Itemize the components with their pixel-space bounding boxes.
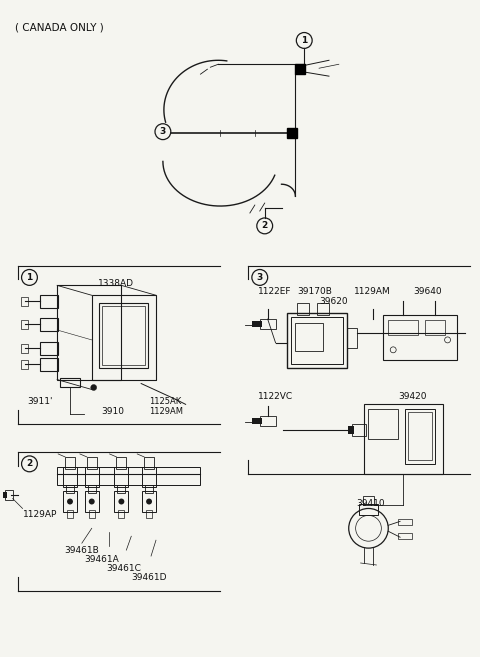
Bar — [425, 320, 444, 335]
Bar — [119, 510, 124, 518]
Bar — [369, 409, 398, 439]
Text: 39640: 39640 — [413, 287, 442, 296]
Bar — [252, 321, 262, 327]
Text: 1129AP: 1129AP — [23, 510, 57, 520]
Bar — [57, 285, 121, 380]
Text: 3910: 3910 — [102, 407, 125, 417]
Bar — [297, 304, 309, 315]
Circle shape — [146, 499, 152, 505]
Text: 39461A: 39461A — [84, 555, 119, 564]
Bar — [3, 491, 7, 497]
Bar — [317, 304, 329, 315]
Bar — [89, 510, 95, 518]
Text: 1122EF: 1122EF — [258, 287, 291, 296]
Bar — [21, 320, 28, 329]
Text: 39461D: 39461D — [131, 573, 167, 582]
Bar — [21, 360, 28, 369]
Bar — [384, 315, 457, 360]
Bar — [114, 467, 128, 487]
Bar — [85, 491, 99, 512]
Text: 2: 2 — [262, 221, 268, 231]
Bar — [21, 344, 28, 353]
Circle shape — [91, 384, 96, 390]
Bar — [99, 304, 148, 368]
Bar — [408, 413, 432, 460]
Text: 1338AD: 1338AD — [98, 279, 134, 288]
Bar — [117, 457, 126, 469]
Bar — [142, 467, 156, 487]
Text: 39420: 39420 — [398, 392, 427, 401]
Bar — [252, 419, 262, 424]
Bar — [398, 520, 412, 526]
Bar — [40, 295, 58, 308]
Text: 39461C: 39461C — [107, 564, 142, 573]
Text: 3: 3 — [160, 127, 166, 136]
Bar — [5, 489, 12, 499]
Bar — [362, 495, 374, 505]
Text: 39410: 39410 — [357, 499, 385, 508]
Bar — [142, 491, 156, 512]
Circle shape — [67, 499, 73, 505]
Text: 1125AK: 1125AK — [149, 397, 181, 407]
Bar — [295, 323, 323, 351]
Bar — [88, 485, 96, 493]
Bar — [146, 510, 152, 518]
Bar — [363, 404, 443, 474]
Circle shape — [89, 499, 95, 505]
Bar — [347, 328, 357, 348]
Bar — [67, 510, 73, 518]
Text: 1129AM: 1129AM — [149, 407, 183, 417]
Text: 3: 3 — [257, 273, 263, 282]
Bar — [63, 467, 77, 487]
Text: 39461B: 39461B — [64, 546, 99, 555]
Text: 2: 2 — [26, 459, 33, 468]
Bar — [359, 503, 378, 515]
Bar — [144, 457, 154, 469]
Text: ( CANADA ONLY ): ( CANADA ONLY ) — [14, 22, 103, 33]
Bar — [398, 533, 412, 539]
Text: 39170B: 39170B — [297, 287, 332, 296]
Bar — [40, 318, 58, 331]
Bar — [288, 313, 347, 368]
Bar — [85, 467, 99, 487]
Text: 1: 1 — [26, 273, 33, 282]
Bar — [118, 485, 125, 493]
Bar — [288, 127, 297, 137]
Bar — [291, 317, 343, 364]
Bar — [102, 306, 145, 365]
Text: 1122VC: 1122VC — [258, 392, 293, 401]
Bar — [295, 64, 305, 74]
Bar — [65, 457, 75, 469]
Bar — [92, 295, 156, 380]
Circle shape — [119, 499, 124, 505]
Bar — [57, 467, 201, 485]
Text: 1: 1 — [301, 36, 307, 45]
Bar — [145, 485, 153, 493]
Bar — [260, 417, 276, 426]
Bar — [260, 319, 276, 329]
Bar — [388, 320, 418, 335]
Bar — [60, 378, 80, 388]
Bar — [40, 342, 58, 355]
Text: 3911': 3911' — [27, 397, 53, 407]
Bar — [66, 485, 74, 493]
Bar — [63, 491, 77, 512]
Bar — [21, 297, 28, 306]
Text: 39620: 39620 — [319, 297, 348, 306]
Bar — [114, 491, 128, 512]
Bar — [87, 457, 96, 469]
Bar — [348, 426, 354, 434]
Bar — [40, 358, 58, 371]
Bar — [352, 424, 366, 436]
Bar — [405, 409, 435, 464]
Text: 1129AM: 1129AM — [354, 287, 390, 296]
